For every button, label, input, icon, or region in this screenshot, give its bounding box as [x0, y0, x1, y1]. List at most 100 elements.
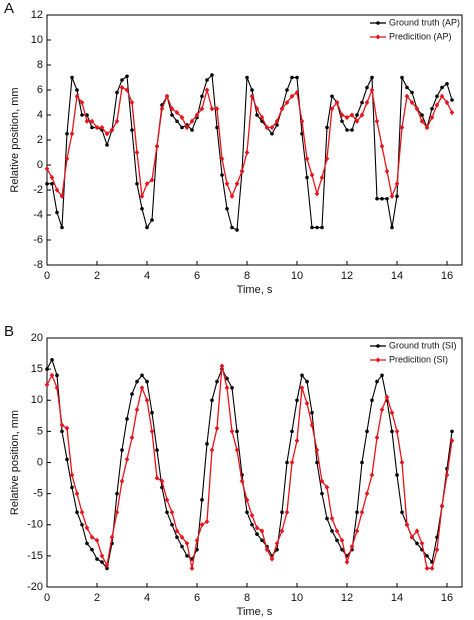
- marker: [239, 168, 245, 174]
- marker: [299, 118, 305, 124]
- marker: [399, 124, 405, 131]
- marker: [400, 510, 404, 515]
- marker: [340, 547, 344, 552]
- x-tick-label: 10: [291, 270, 303, 282]
- marker: [219, 363, 225, 369]
- marker: [175, 119, 179, 124]
- legend-marker: [376, 21, 380, 25]
- marker: [44, 166, 50, 172]
- marker: [104, 131, 110, 137]
- marker: [150, 218, 154, 222]
- marker: [145, 379, 149, 384]
- marker: [285, 88, 289, 92]
- marker: [59, 422, 65, 428]
- marker: [410, 90, 414, 95]
- marker: [54, 187, 60, 193]
- x-tick-label: 8: [244, 270, 250, 282]
- marker: [344, 559, 350, 565]
- marker: [180, 544, 184, 549]
- marker: [294, 89, 300, 96]
- marker: [250, 88, 254, 92]
- marker: [134, 406, 140, 413]
- marker: [324, 156, 330, 162]
- marker: [280, 510, 284, 515]
- marker: [114, 118, 120, 124]
- marker: [264, 124, 270, 131]
- marker: [314, 447, 320, 453]
- y-tick-label: -2: [33, 184, 43, 196]
- marker: [205, 442, 209, 446]
- marker: [220, 173, 224, 177]
- marker: [330, 529, 334, 533]
- marker: [250, 522, 254, 527]
- marker: [330, 94, 334, 99]
- legend-marker: [376, 344, 380, 348]
- marker: [369, 472, 375, 478]
- marker: [214, 106, 220, 112]
- marker: [324, 484, 330, 490]
- marker: [84, 525, 90, 531]
- marker: [449, 109, 455, 116]
- marker: [249, 93, 255, 99]
- legend-label: Predicition (AP): [389, 31, 452, 41]
- marker: [79, 99, 85, 106]
- marker: [95, 557, 99, 561]
- marker: [174, 109, 180, 116]
- x-tick-label: 0: [44, 270, 50, 282]
- marker: [54, 385, 60, 391]
- y-tick-label: 15: [31, 363, 43, 375]
- y-tick-label: -8: [33, 259, 43, 271]
- marker: [374, 435, 380, 441]
- marker: [189, 118, 195, 124]
- x-tick-label: 0: [44, 592, 50, 604]
- marker: [135, 181, 139, 186]
- marker: [390, 429, 394, 434]
- y-tick-label: 6: [37, 84, 43, 96]
- marker: [279, 106, 285, 112]
- marker: [309, 422, 315, 428]
- marker: [354, 528, 360, 534]
- marker: [229, 193, 235, 199]
- marker: [50, 357, 54, 362]
- marker: [339, 112, 345, 118]
- marker: [140, 206, 144, 211]
- panel-label: A: [4, 0, 14, 17]
- marker: [449, 438, 455, 444]
- marker: [200, 94, 204, 99]
- marker: [305, 379, 309, 384]
- marker: [94, 124, 100, 131]
- marker: [49, 174, 55, 181]
- marker: [64, 425, 70, 431]
- marker: [315, 225, 319, 230]
- marker: [69, 472, 75, 478]
- marker: [320, 491, 324, 496]
- marker: [139, 193, 145, 199]
- marker: [140, 373, 144, 378]
- marker: [119, 478, 125, 484]
- legend-label: Predicition (SI): [389, 354, 448, 364]
- marker: [175, 535, 179, 539]
- marker: [254, 525, 260, 531]
- marker: [399, 459, 405, 466]
- y-tick-label: 0: [37, 159, 43, 171]
- marker: [159, 478, 165, 484]
- marker: [325, 516, 329, 521]
- marker: [230, 225, 234, 230]
- marker: [334, 528, 340, 534]
- x-tick-label: 10: [291, 592, 303, 604]
- marker: [374, 118, 380, 124]
- marker: [389, 193, 395, 199]
- marker: [364, 491, 370, 497]
- marker: [269, 124, 275, 131]
- marker: [215, 125, 219, 130]
- marker: [335, 538, 339, 543]
- marker: [120, 78, 124, 82]
- marker: [409, 534, 415, 540]
- y-tick-label: 2: [37, 134, 43, 146]
- x-tick-label: 4: [144, 270, 150, 282]
- marker: [414, 106, 420, 112]
- marker: [149, 177, 155, 183]
- marker: [75, 510, 79, 515]
- marker: [104, 562, 110, 568]
